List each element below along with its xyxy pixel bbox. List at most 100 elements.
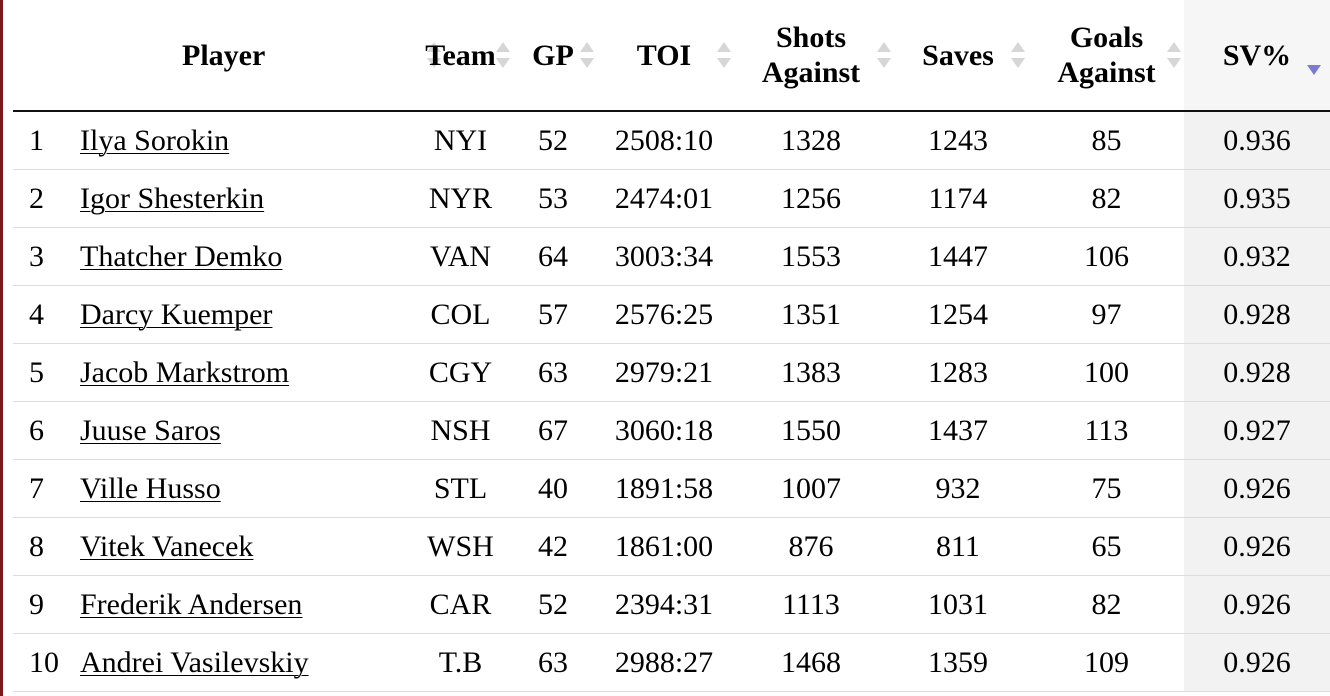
header-rank	[13, 0, 80, 112]
header-saves-label: Saves	[922, 38, 994, 72]
header-shots-against[interactable]: Shots Against	[735, 0, 891, 112]
shots-against-cell: 1553	[735, 227, 887, 286]
player-link[interactable]: Jacob Markstrom	[80, 355, 290, 389]
shots-against-cell: 1383	[735, 343, 887, 402]
header-player[interactable]: Player	[80, 0, 441, 112]
team-cell: NYR	[408, 169, 513, 228]
header-toi-label: TOI	[636, 38, 692, 72]
rank-cell: 5	[13, 343, 80, 402]
shots-against-cell: 876	[735, 517, 887, 576]
sv-pct-cell: 0.928	[1184, 285, 1330, 344]
rank-cell: 9	[13, 575, 80, 634]
gp-cell: 40	[513, 459, 593, 518]
saves-cell: 1359	[887, 633, 1029, 692]
saves-cell: 1174	[887, 169, 1029, 228]
sort-arrows-icon[interactable]	[496, 42, 510, 68]
player-link[interactable]: Darcy Kuemper	[80, 297, 273, 331]
team-cell: COL	[408, 285, 513, 344]
header-team[interactable]: Team	[408, 0, 513, 112]
player-cell: Jacob Markstrom	[80, 343, 408, 402]
header-goals-line1: Goals	[1069, 21, 1144, 54]
rank-cell: 1	[13, 111, 80, 170]
goals-against-cell: 113	[1029, 401, 1184, 460]
goals-against-cell: 82	[1029, 169, 1184, 228]
goals-against-cell: 106	[1029, 227, 1184, 286]
table-row: 5 Jacob Markstrom CGY 63 2979:21 1383 1283 100 0…	[13, 343, 1330, 402]
shots-against-cell: 1550	[735, 401, 887, 460]
header-row: Player Team GP TOI Shots Against	[13, 0, 1330, 112]
rank-cell: 8	[13, 517, 80, 576]
sv-pct-cell: 0.935	[1184, 169, 1330, 228]
goals-against-cell: 100	[1029, 343, 1184, 402]
header-shots-against-label: Shots Against	[762, 20, 860, 90]
player-cell: Ilya Sorokin	[80, 111, 408, 170]
team-cell: CGY	[408, 343, 513, 402]
shots-against-cell: 1256	[735, 169, 887, 228]
sort-arrows-icon[interactable]	[717, 42, 731, 68]
gp-cell: 67	[513, 401, 593, 460]
player-link[interactable]: Thatcher Demko	[80, 239, 283, 273]
goals-against-cell: 82	[1029, 575, 1184, 634]
player-link[interactable]: Frederik Andersen	[80, 587, 303, 621]
table-row: 3 Thatcher Demko VAN 64 3003:34 1553 1447 106 0.…	[13, 227, 1330, 286]
sort-arrows-icon[interactable]	[1167, 42, 1181, 68]
header-shots-line1: Shots	[775, 21, 847, 54]
table-row: 7 Ville Husso STL 40 1891:58 1007 932 75 0.926	[13, 459, 1330, 518]
goals-against-cell: 75	[1029, 459, 1184, 518]
player-cell: Vitek Vanecek	[80, 517, 408, 576]
header-goals-against[interactable]: Goals Against	[1029, 0, 1184, 112]
rank-cell: 4	[13, 285, 80, 344]
header-player-label: Player	[182, 38, 266, 72]
player-link[interactable]: Igor Shesterkin	[80, 181, 265, 215]
header-toi[interactable]: TOI	[593, 0, 735, 112]
header-gp[interactable]: GP	[513, 0, 594, 112]
player-link[interactable]: Ville Husso	[80, 471, 221, 505]
sv-pct-cell: 0.926	[1184, 633, 1330, 692]
player-cell: Darcy Kuemper	[80, 285, 408, 344]
toi-cell: 2988:27	[593, 633, 735, 692]
goalie-stats-table: Player Team GP TOI Shots Against	[13, 0, 1330, 692]
player-link[interactable]: Juuse Saros	[80, 413, 221, 447]
header-goals-line2: Against	[1057, 56, 1156, 89]
toi-cell: 3003:34	[593, 227, 735, 286]
rank-cell: 3	[13, 227, 80, 286]
shots-against-cell: 1351	[735, 285, 887, 344]
sort-descending-icon[interactable]	[1307, 49, 1321, 75]
shots-against-cell: 1007	[735, 459, 887, 518]
sort-arrows-icon[interactable]	[580, 42, 594, 68]
sv-pct-cell: 0.926	[1184, 575, 1330, 634]
gp-cell: 52	[513, 111, 593, 170]
toi-cell: 2508:10	[593, 111, 735, 170]
team-cell: NSH	[408, 401, 513, 460]
saves-cell: 1447	[887, 227, 1029, 286]
sv-pct-cell: 0.926	[1184, 459, 1330, 518]
header-shots-line2: Against	[761, 56, 861, 89]
table-row: 9 Frederik Andersen CAR 52 2394:31 1113 1031 82…	[13, 575, 1330, 634]
header-saves[interactable]: Saves	[887, 0, 1029, 112]
page-left-border	[0, 0, 3, 696]
player-link[interactable]: Vitek Vanecek	[80, 529, 254, 563]
table-row: 4 Darcy Kuemper COL 57 2576:25 1351 1254 97 0.92…	[13, 285, 1330, 344]
team-cell: NYI	[408, 111, 513, 170]
toi-cell: 1861:00	[593, 517, 735, 576]
table-row: 2 Igor Shesterkin NYR 53 2474:01 1256 1174 82 0.…	[13, 169, 1330, 228]
player-link[interactable]: Andrei Vasilevskiy	[80, 645, 309, 679]
saves-cell: 1243	[887, 111, 1029, 170]
header-gp-label: GP	[532, 38, 574, 72]
team-cell: STL	[408, 459, 513, 518]
table-body: 1 Ilya Sorokin NYI 52 2508:10 1328 1243 85 0.936…	[13, 111, 1330, 692]
player-link[interactable]: Ilya Sorokin	[80, 123, 230, 157]
saves-cell: 1283	[887, 343, 1029, 402]
rank-cell: 7	[13, 459, 80, 518]
table-row: 8 Vitek Vanecek WSH 42 1861:00 876 811 65 0.926	[13, 517, 1330, 576]
team-cell: VAN	[408, 227, 513, 286]
sv-pct-cell: 0.932	[1184, 227, 1330, 286]
header-goals-against-label: Goals Against	[1057, 20, 1155, 90]
sort-arrows-icon[interactable]	[1011, 42, 1025, 68]
header-team-label: Team	[425, 38, 496, 72]
header-sv-pct[interactable]: SV%	[1184, 0, 1330, 112]
sort-arrows-icon[interactable]	[877, 42, 891, 68]
table-row: 10 Andrei Vasilevskiy T.B 63 2988:27 1468 1359…	[13, 633, 1330, 692]
table-row: 6 Juuse Saros NSH 67 3060:18 1550 1437 113 0.927	[13, 401, 1330, 460]
player-cell: Ville Husso	[80, 459, 408, 518]
